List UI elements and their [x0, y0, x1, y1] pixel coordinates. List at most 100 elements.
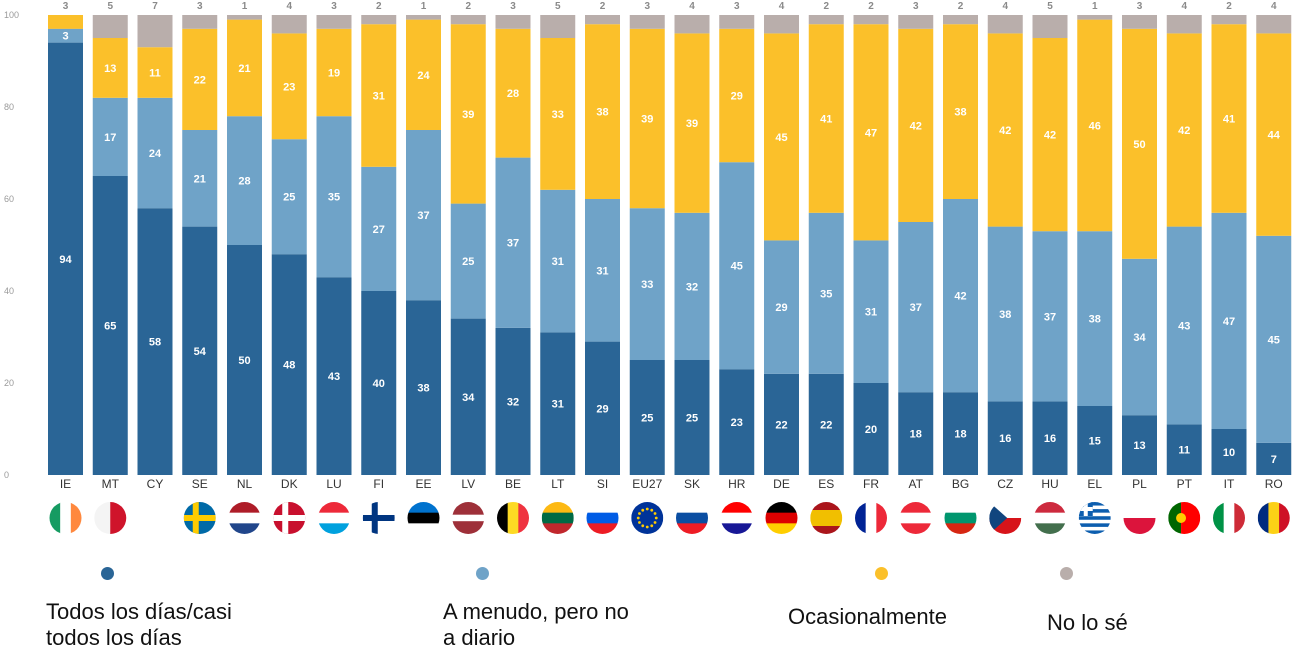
data-label: 48 — [283, 360, 295, 372]
bar-segment — [1256, 235, 1292, 443]
bar-segment — [48, 42, 83, 475]
data-label: 42 — [954, 291, 966, 303]
data-label: 2 — [868, 1, 874, 12]
flag-icon-eu27 — [631, 502, 664, 534]
flag-part — [899, 523, 932, 534]
data-label: 5 — [555, 1, 561, 12]
bar-segment — [92, 176, 128, 475]
bar-segment — [361, 166, 397, 291]
data-label: 50 — [1133, 139, 1145, 151]
bar-segment — [1166, 424, 1202, 475]
bar-segment — [629, 15, 665, 29]
bar-segment — [629, 208, 665, 360]
bar-segment — [898, 392, 934, 475]
bar-segment — [719, 28, 755, 163]
flag-part — [645, 507, 649, 511]
bar-segment — [764, 240, 799, 374]
flag-part — [720, 502, 753, 514]
data-label: 19 — [328, 68, 340, 80]
flag-part — [49, 502, 61, 534]
data-label: 21 — [238, 63, 250, 75]
flag-part — [586, 523, 619, 534]
category-label: FR — [863, 477, 879, 491]
bar-segment — [1256, 442, 1292, 475]
flag-part — [318, 512, 350, 524]
category-label: EE — [415, 477, 431, 491]
bar-segment — [316, 277, 352, 475]
flag-part — [452, 521, 485, 534]
data-label: 43 — [328, 371, 340, 383]
flag-part — [653, 521, 657, 524]
data-label: 3 — [63, 1, 69, 12]
bar-segment — [48, 28, 83, 43]
flag-part — [139, 502, 171, 534]
flag-part — [192, 502, 199, 534]
flag-part — [541, 502, 574, 514]
flag-part — [228, 523, 261, 534]
flag-icon-lv — [452, 502, 485, 534]
bar-segment — [1211, 24, 1247, 213]
data-label: 34 — [462, 392, 475, 404]
flag-part — [720, 512, 753, 524]
data-label: 16 — [999, 433, 1011, 445]
bar-segment — [1122, 415, 1157, 475]
data-label: 4 — [286, 1, 292, 12]
flag-part — [183, 515, 216, 521]
bar-segment — [585, 15, 620, 25]
bar-segment — [943, 24, 978, 200]
flag-icon-lu — [318, 502, 350, 534]
data-label: 58 — [149, 337, 161, 349]
bar-segment — [1032, 38, 1068, 232]
data-label: 7 — [152, 1, 158, 12]
flag-icon-cz — [989, 502, 1022, 534]
legend-label-daily: Todos los días/casi todos los días — [46, 599, 232, 650]
bar-segment — [1077, 231, 1113, 406]
flag-part — [1034, 523, 1066, 534]
category-label: LU — [326, 477, 341, 491]
data-label: 2 — [958, 1, 964, 12]
bar-segment — [406, 130, 441, 301]
data-label: 4 — [1181, 1, 1187, 12]
data-label: 3 — [510, 1, 516, 12]
bar-segment — [1256, 15, 1292, 34]
flag-part — [1168, 502, 1182, 534]
data-label: 41 — [1223, 114, 1235, 126]
flag-part — [638, 512, 641, 515]
data-label: 2 — [600, 1, 606, 12]
data-label: 50 — [238, 355, 250, 367]
data-label: 34 — [1133, 332, 1146, 344]
flag-part — [371, 502, 378, 534]
bar-segment — [406, 300, 441, 475]
data-label: 39 — [641, 114, 653, 126]
category-label: ES — [818, 477, 834, 491]
bar-segment — [629, 28, 665, 209]
category-label: PL — [1132, 477, 1147, 491]
data-label: 31 — [373, 91, 385, 103]
flag-part — [273, 515, 306, 521]
bar-segment — [764, 15, 799, 34]
legend-label-dont-know: No lo sé — [1047, 610, 1128, 635]
data-label: 32 — [507, 396, 519, 408]
category-label: DK — [281, 477, 298, 491]
category-label: SK — [684, 477, 700, 491]
data-label: 23 — [283, 81, 295, 93]
data-label: 4 — [1271, 1, 1277, 12]
flag-part — [518, 502, 529, 534]
flag-part — [1078, 512, 1111, 517]
data-label: 24 — [149, 148, 162, 160]
flag-part — [631, 502, 664, 534]
flag-part — [110, 502, 127, 534]
flag-part — [318, 523, 350, 534]
flag-part — [1268, 502, 1280, 534]
flag-part — [1234, 502, 1245, 534]
bar-segment — [1211, 212, 1247, 429]
data-label: 4 — [1002, 1, 1008, 12]
data-label: 4 — [689, 1, 695, 12]
chart-svg: 0204060801009433IE6517135MT5824117CY5421… — [4, 1, 1292, 534]
flag-part — [541, 512, 574, 524]
data-label: 35 — [328, 192, 340, 204]
bar-segment — [450, 24, 486, 204]
flag-icon-ie — [49, 502, 82, 534]
flag-icon-ee — [407, 502, 440, 534]
flag-part — [765, 502, 798, 514]
